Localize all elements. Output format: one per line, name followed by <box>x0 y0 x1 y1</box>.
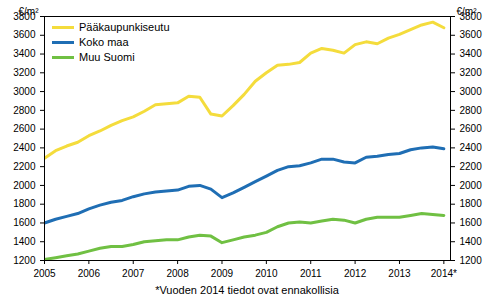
svg-text:2013: 2013 <box>388 268 411 279</box>
svg-text:€/m²: €/m² <box>19 6 40 17</box>
svg-text:1400: 1400 <box>460 236 483 247</box>
svg-text:3400: 3400 <box>460 48 483 59</box>
svg-text:2007: 2007 <box>122 268 145 279</box>
svg-text:1200: 1200 <box>13 255 36 266</box>
svg-text:1800: 1800 <box>460 198 483 209</box>
svg-text:2010: 2010 <box>255 268 278 279</box>
svg-text:3600: 3600 <box>460 29 483 40</box>
svg-text:3000: 3000 <box>460 86 483 97</box>
svg-text:1800: 1800 <box>13 198 36 209</box>
svg-text:2600: 2600 <box>460 123 483 134</box>
html-text:Muu Suomi: Muu Suomi <box>79 51 135 63</box>
svg-text:1600: 1600 <box>13 217 36 228</box>
svg-text:3600: 3600 <box>13 29 36 40</box>
svg-text:3200: 3200 <box>460 67 483 78</box>
svg-text:1400: 1400 <box>13 236 36 247</box>
svg-text:2600: 2600 <box>13 123 36 134</box>
svg-text:3000: 3000 <box>13 86 36 97</box>
svg-text:2200: 2200 <box>460 161 483 172</box>
svg-text:3200: 3200 <box>13 67 36 78</box>
svg-text:2014*: 2014* <box>431 268 457 279</box>
html-text:Pääkaupunkiseutu: Pääkaupunkiseutu <box>79 21 170 33</box>
svg-text:2800: 2800 <box>13 105 36 116</box>
svg-text:2800: 2800 <box>460 105 483 116</box>
svg-text:2008: 2008 <box>166 268 189 279</box>
svg-text:2200: 2200 <box>13 161 36 172</box>
svg-text:2400: 2400 <box>13 142 36 153</box>
svg-text:2009: 2009 <box>211 268 234 279</box>
svg-text:2012: 2012 <box>344 268 367 279</box>
svg-text:2000: 2000 <box>13 180 36 191</box>
html-text:*Vuoden 2014 tiedot ovat ennak: *Vuoden 2014 tiedot ovat ennakollisia <box>155 284 339 296</box>
svg-text:2005: 2005 <box>33 268 56 279</box>
svg-text:2000: 2000 <box>460 180 483 191</box>
html-text:Koko maa: Koko maa <box>79 36 129 48</box>
svg-text:1200: 1200 <box>460 255 483 266</box>
svg-text:2006: 2006 <box>78 268 101 279</box>
svg-text:1600: 1600 <box>460 217 483 228</box>
svg-text:2400: 2400 <box>460 142 483 153</box>
svg-text:€/m²: €/m² <box>457 6 478 17</box>
svg-text:2011: 2011 <box>300 268 322 279</box>
svg-text:3400: 3400 <box>13 48 36 59</box>
